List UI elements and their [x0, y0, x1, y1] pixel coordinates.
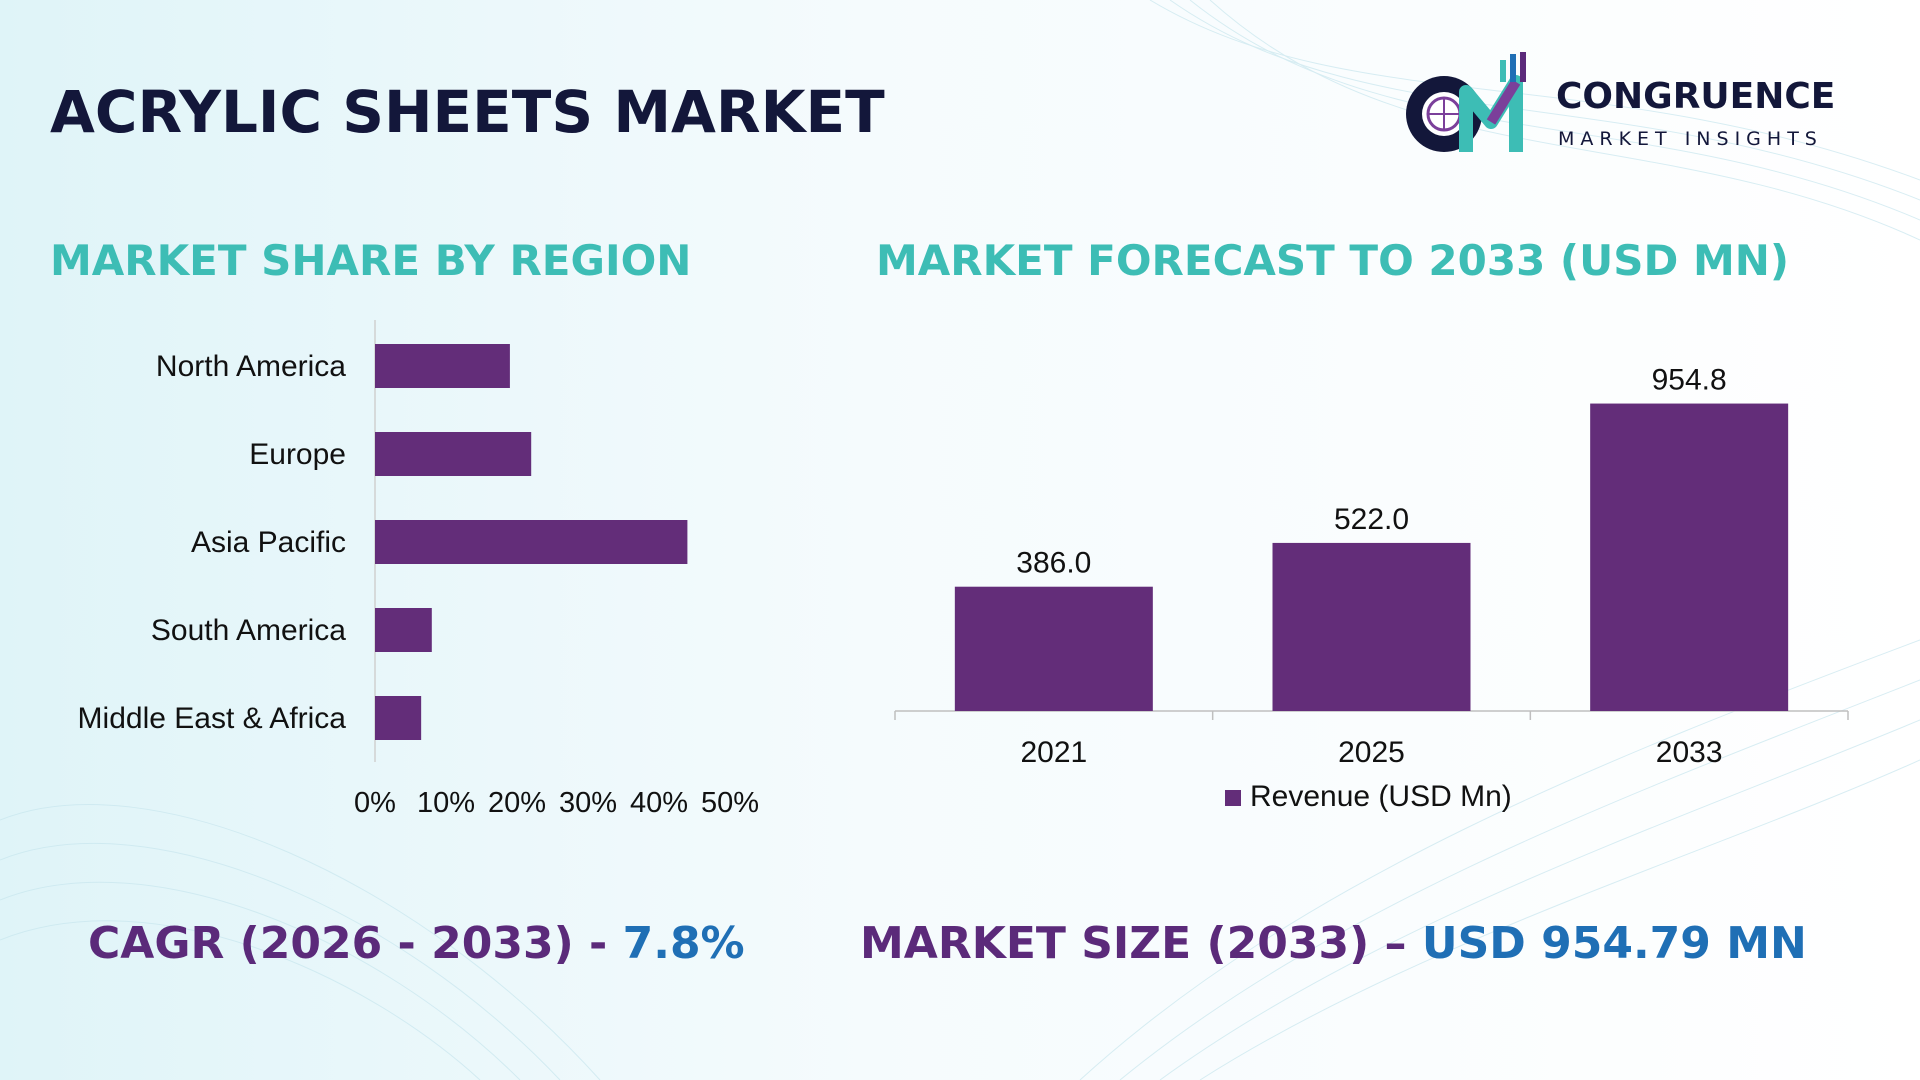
forecast-bar	[1272, 542, 1471, 711]
share-tick-label: 20%	[488, 787, 546, 819]
cagr-stat: CAGR (2026 - 2033) - 7.8%	[88, 918, 745, 969]
share-bar	[375, 432, 532, 476]
share-chart-title: MARKET SHARE BY REGION	[50, 236, 692, 285]
logo-tagline: MARKET INSIGHTS	[1558, 128, 1823, 150]
share-bar	[375, 520, 688, 564]
forecast-legend-label: Revenue (USD Mn)	[1250, 780, 1512, 813]
share-tick-label: 50%	[701, 787, 759, 819]
share-tick-label: 0%	[354, 787, 396, 819]
cagr-label: CAGR (2026 - 2033) -	[88, 918, 623, 969]
market-size-stat: MARKET SIZE (2033) – USD 954.79 MN	[860, 918, 1807, 969]
share-category-label: Asia Pacific	[191, 526, 346, 559]
forecast-category-label: 2025	[1338, 736, 1405, 769]
share-category-label: Europe	[249, 438, 346, 471]
share-category-label: Middle East & Africa	[78, 702, 347, 735]
share-category-label: South America	[151, 614, 346, 647]
logo-mark-icon	[1406, 48, 1526, 152]
forecast-category-label: 2021	[1020, 736, 1087, 769]
forecast-data-label: 522.0	[1334, 503, 1409, 536]
forecast-bar	[954, 586, 1153, 711]
logo-name: CONGRUENCE	[1556, 76, 1836, 117]
share-tick-label: 40%	[630, 787, 688, 819]
forecast-data-label: 386.0	[1016, 547, 1091, 580]
forecast-category-label: 2033	[1656, 736, 1723, 769]
market-size-value: USD 954.79 MN	[1421, 918, 1807, 969]
cagr-value: 7.8%	[622, 918, 745, 969]
page-title: ACRYLIC SHEETS MARKET	[50, 78, 885, 146]
share-bar	[375, 608, 432, 652]
forecast-data-label: 954.8	[1652, 364, 1727, 397]
forecast-legend-swatch	[1225, 790, 1241, 806]
share-tick-label: 10%	[417, 787, 475, 819]
region-share-chart: North America Europe Asia Pacific South Ame…	[78, 320, 759, 819]
market-size-label: MARKET SIZE (2033) –	[860, 918, 1422, 969]
forecast-bar	[1590, 403, 1789, 711]
share-tick-label: 30%	[559, 787, 617, 819]
share-bar	[375, 344, 510, 388]
market-forecast-chart: 386.0 2021 522.0 2025 954.8 2033 Revenue (USD …	[894, 364, 1849, 813]
share-bar	[375, 696, 422, 740]
forecast-chart-title: MARKET FORECAST TO 2033 (USD MN)	[876, 236, 1790, 285]
share-category-label: North America	[156, 350, 346, 383]
company-logo: CONGRUENCE MARKET INSIGHTS	[1396, 48, 1876, 162]
